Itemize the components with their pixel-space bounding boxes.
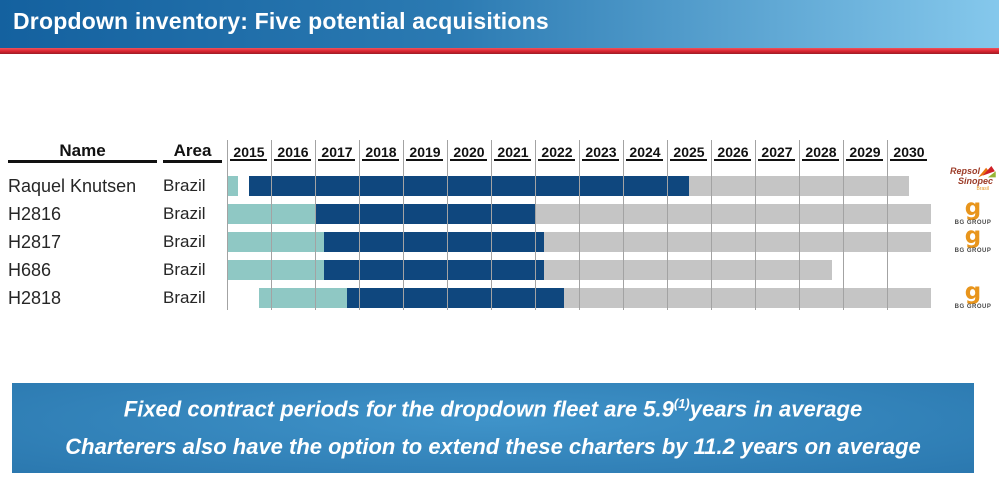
charter-bar-fixed (315, 204, 535, 224)
bg-group-logo: g BG GROUP (948, 279, 998, 311)
title-divider-line (0, 48, 999, 54)
year-tick-label: 2025 (673, 144, 705, 160)
year-tick-label: 2018 (365, 144, 397, 160)
year-tick-underline (758, 159, 795, 161)
year-tick-underline (538, 159, 575, 161)
vessel-name-label: H2817 (8, 232, 62, 252)
slide-title-bar: Dropdown inventory: Five potential acqui… (0, 0, 999, 48)
year-tick-underline (670, 159, 707, 161)
year-tick-label: 2015 (233, 144, 265, 160)
year-tick-underline (450, 159, 487, 161)
year-gridline (799, 140, 800, 310)
name-column-header: Name (59, 141, 106, 160)
bg-group-g-icon: g (964, 279, 982, 305)
sinopec-wordmark: Sinopec (957, 176, 993, 186)
repsol-flame-icon (978, 166, 996, 180)
year-gridline (403, 140, 404, 310)
year-tick-underline (802, 159, 839, 161)
area-column-underline (163, 160, 222, 163)
year-tick-underline (626, 159, 663, 161)
year-tick-underline (846, 159, 883, 161)
vessel-area-label: Brazil (163, 204, 206, 223)
vessel-area-label: Brazil (163, 288, 206, 307)
year-tick-underline (230, 159, 267, 161)
year-tick-label: 2023 (585, 144, 617, 160)
vessel-name-label: H2818 (8, 288, 62, 308)
vessel-area-label: Brazil (163, 260, 206, 279)
footnote-marker: (1) (673, 395, 690, 411)
year-gridline (623, 140, 624, 310)
year-tick-label: 2016 (277, 144, 309, 160)
year-gridline (887, 140, 888, 310)
year-gridline (315, 140, 316, 310)
summary-banner: Fixed contract periods for the dropdown … (12, 383, 974, 473)
year-tick-underline (890, 159, 927, 161)
year-gridline (579, 140, 580, 310)
bg-group-g-icon: g (964, 223, 982, 249)
vessel-area-label: Brazil (163, 176, 206, 195)
year-tick-underline (362, 159, 399, 161)
bg-group-logo: g BG GROUP (948, 195, 998, 227)
year-tick-label: 2024 (629, 144, 661, 160)
page-title: Dropdown inventory: Five potential acqui… (13, 8, 549, 34)
vessel-name-label: H686 (8, 260, 52, 280)
charter-bar-option (535, 204, 931, 224)
charter-bar-pre (227, 176, 238, 196)
bg-group-label: BG GROUP (954, 220, 992, 226)
repsol-wordmark: Repsol (949, 166, 980, 176)
year-tick-underline (582, 159, 619, 161)
charter-bar-fixed (323, 260, 544, 280)
year-tick-underline (714, 159, 751, 161)
vessel-area-label: Brazil (163, 232, 206, 251)
year-tick-label: 2022 (541, 144, 573, 160)
summary-line1-text: Fixed contract periods for the dropdown … (123, 395, 674, 421)
year-gridline (711, 140, 712, 310)
charter-bar-option (563, 288, 931, 308)
year-tick-label: 2026 (717, 144, 749, 160)
charter-bar-pre (258, 288, 347, 308)
vessel-name-label: H2816 (8, 204, 62, 224)
year-gridline (227, 140, 228, 310)
year-tick-underline (318, 159, 355, 161)
charter-bar-option (543, 232, 931, 252)
year-tick-label: 2028 (805, 144, 837, 160)
bg-group-g-icon: g (964, 195, 982, 221)
year-tick-label: 2030 (893, 144, 925, 160)
year-tick-label: 2019 (409, 144, 441, 160)
repsol-sinopec-logo: Repsol Sinopec Brasil (934, 166, 996, 200)
bg-group-logo: g BG GROUP (948, 223, 998, 255)
charter-bar-fixed (323, 232, 544, 252)
year-tick-underline (274, 159, 311, 161)
bg-group-label: BG GROUP (954, 304, 992, 310)
charter-bar-fixed (346, 288, 564, 308)
vessel-name-label: Raquel Knutsen (8, 176, 137, 196)
year-gridline (843, 140, 844, 310)
charter-bar-option (543, 260, 832, 280)
bg-group-label: BG GROUP (954, 248, 992, 254)
charter-bar-pre (227, 232, 324, 252)
year-gridline (359, 140, 360, 310)
year-gridline (447, 140, 448, 310)
year-gridline (755, 140, 756, 310)
year-tick-label: 2027 (761, 144, 793, 160)
year-tick-label: 2017 (321, 144, 353, 160)
brasil-wordmark: Brasil (976, 186, 989, 192)
year-gridline (271, 140, 272, 310)
summary-line-2: Charterers also have the option to exten… (65, 434, 921, 460)
year-gridline (667, 140, 668, 310)
year-tick-label: 2029 (849, 144, 881, 160)
summary-line1-suffix: years in average (689, 395, 863, 421)
year-gridline (535, 140, 536, 310)
year-tick-underline (406, 159, 443, 161)
year-tick-label: 2021 (497, 144, 529, 160)
name-column-underline (8, 160, 157, 163)
year-gridline (491, 140, 492, 310)
charter-bar-pre (227, 260, 324, 280)
year-tick-underline (494, 159, 531, 161)
summary-line-1: Fixed contract periods for the dropdown … (124, 396, 862, 422)
area-column-header: Area (173, 141, 212, 160)
year-tick-label: 2020 (453, 144, 485, 160)
